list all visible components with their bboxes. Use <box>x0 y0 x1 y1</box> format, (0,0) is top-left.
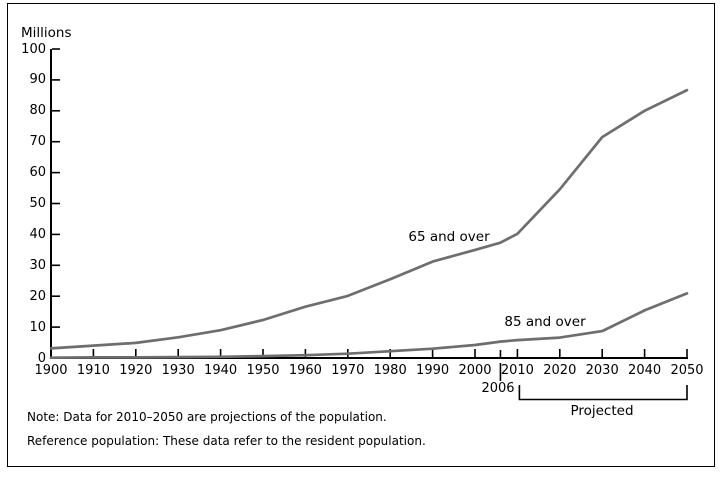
x-tick-label-1900: 1900 <box>34 363 68 378</box>
series-line-65-and-over <box>49 88 689 350</box>
reference-text: Reference population: These data refer t… <box>27 434 426 448</box>
x-tick-label-1970: 1970 <box>331 363 365 378</box>
x-tick-label-2020: 2020 <box>543 363 577 378</box>
x-tick-label-1960: 1960 <box>288 363 322 378</box>
x-tick-label-2050: 2050 <box>670 363 704 378</box>
series-label-65-and-over: 65 and over <box>408 229 490 245</box>
note-text: Note: Data for 2010–2050 are projections… <box>27 410 387 424</box>
y-axis-unit-label: Millions <box>21 25 72 41</box>
chart-frame <box>7 3 715 467</box>
x-tick-label-1990: 1990 <box>416 363 450 378</box>
y-tick-label-100: 100 <box>21 41 46 57</box>
y-tick-label-20: 20 <box>29 288 46 304</box>
y-tick-label-40: 40 <box>29 226 46 242</box>
x-tick-label-1950: 1950 <box>246 363 280 378</box>
y-tick-label-80: 80 <box>29 103 46 119</box>
x-tick-label-2006: 2006 <box>481 381 515 396</box>
x-tick-label-2030: 2030 <box>585 363 619 378</box>
y-tick-label-70: 70 <box>29 134 46 150</box>
y-tick-label-60: 60 <box>29 165 46 181</box>
x-tick-label-1980: 1980 <box>373 363 407 378</box>
x-tick-label-1920: 1920 <box>119 363 153 378</box>
y-tick-label-10: 10 <box>29 319 46 335</box>
projected-label: Projected <box>570 403 634 419</box>
series-label-85-and-over: 85 and over <box>504 314 586 330</box>
y-tick-label-30: 30 <box>29 257 46 273</box>
x-tick-label-1940: 1940 <box>204 363 238 378</box>
y-tick-label-50: 50 <box>29 196 46 211</box>
y-tick-label-0: 0 <box>37 350 46 366</box>
projected-bracket <box>518 385 688 401</box>
x-tick-label-2000: 2000 <box>458 363 492 378</box>
series-line-85-and-over <box>49 292 689 360</box>
y-tick-label-90: 90 <box>29 72 46 88</box>
x-tick-label-1910: 1910 <box>76 363 110 378</box>
x-tick-label-2010: 2010 <box>500 363 534 378</box>
x-tick-label-1930: 1930 <box>161 363 195 378</box>
x-tick-label-2040: 2040 <box>628 363 662 378</box>
